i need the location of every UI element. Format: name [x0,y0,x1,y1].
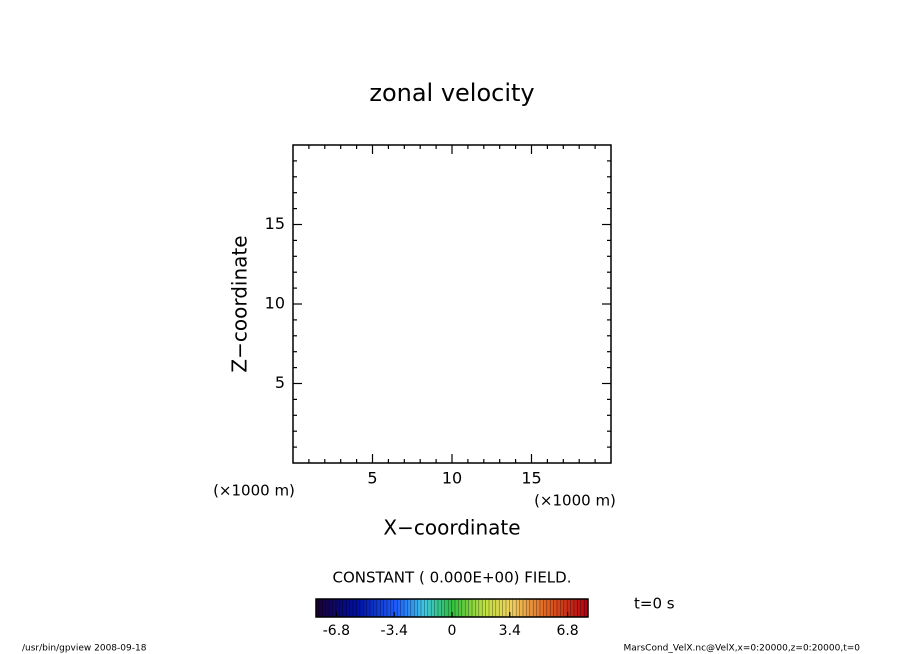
footer-left: /usr/bin/gpview 2008-09-18 [22,644,147,654]
x-tick-label: 5 [367,469,377,488]
colorbar-tick-label: 3.4 [499,623,521,639]
x-axis-label: X−coordinate [383,516,520,540]
chart-title: zonal velocity [369,79,534,107]
y-axis-label: Z−coordinate [228,235,252,372]
colorbar-tick-label: 0 [448,623,457,639]
footer-right: MarsCond_VelX.nc@VelX,x=0:20000,z=0:2000… [623,644,860,654]
colorbar-stripes [318,599,588,617]
x-tick-label: 10 [442,469,462,488]
y-tick-label: 10 [265,294,285,313]
x-unit-label: (×1000 m) [534,492,616,510]
time-label: t=0 s [634,595,675,613]
y-tick-label: 5 [275,373,285,392]
y-tick-label: 15 [265,214,285,233]
y-unit-label: (×1000 m) [213,482,295,500]
field-note: CONSTANT ( 0.000E+00) FIELD. [333,569,572,587]
plot-frame [292,144,612,464]
x-tick-label: 15 [521,469,541,488]
colorbar-tick-label: 6.8 [556,623,578,639]
colorbar-tick-label: -6.8 [323,623,350,639]
colorbar-tick-label: -3.4 [381,623,408,639]
